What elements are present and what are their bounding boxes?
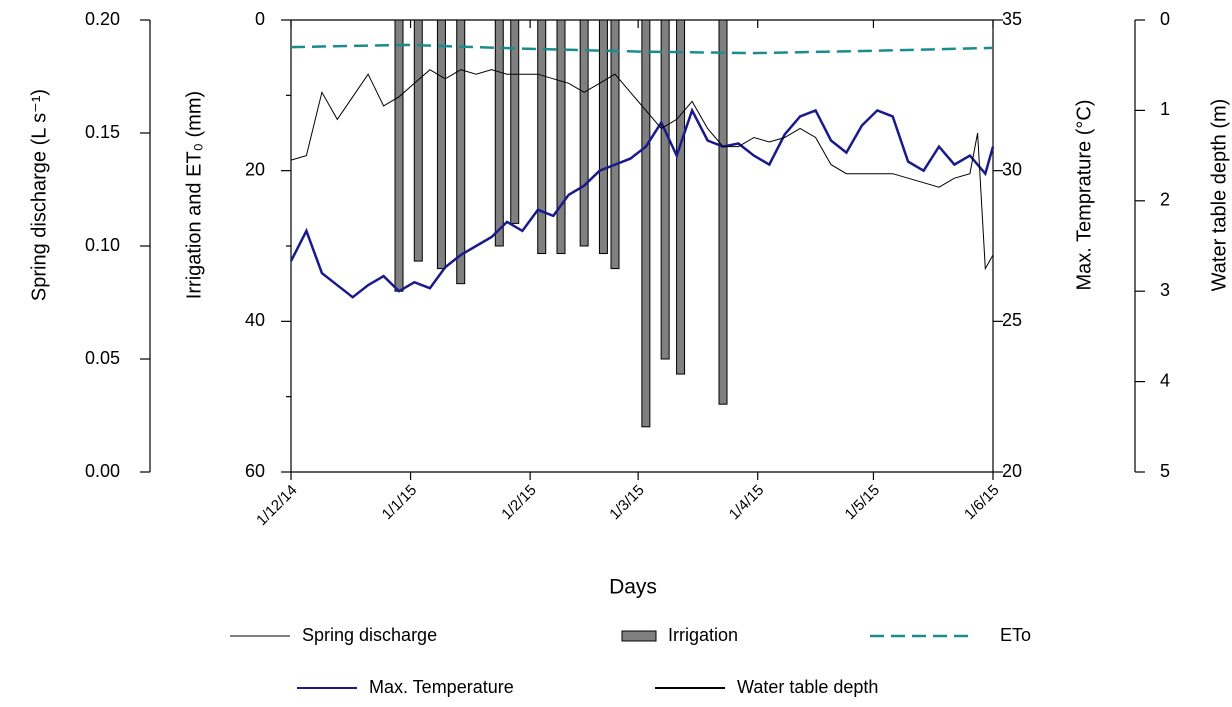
legend-label: Irrigation [668,625,738,645]
series-line [290,69,994,271]
irrigation-bar [579,19,589,247]
y-tick-label: 20 [1002,461,1022,481]
irrigation-bar [394,19,404,292]
x-axis-label: Days [609,576,657,599]
y-tick-label: 60 [245,461,265,481]
x-tick-label: 1/5/15 [842,482,884,524]
y-tick-label: 2 [1160,190,1170,210]
irrigation-bar [494,19,504,247]
irrigation-bar [413,19,423,262]
y-tick-label: 35 [1002,9,1022,29]
x-tick-label: 1/4/15 [726,482,768,524]
irrigation-bar [718,19,728,405]
x-tick-label: 1/3/15 [606,482,648,524]
irrigation-bar [641,19,651,428]
y-tick-label: 5 [1160,461,1170,481]
legend-swatch [621,630,657,642]
irrigation-bar [537,19,547,255]
legend-label: Spring discharge [302,625,437,645]
y-axis-label: Max. Temprature (°C) [1073,99,1095,290]
x-tick-label: 1/6/15 [961,482,1003,524]
y-axis-label: Water table depth (m) [1208,99,1230,292]
legend-label: Max. Temperature [369,677,514,697]
x-tick-label: 1/12/14 [253,482,300,529]
legend-label: Water table depth [737,677,878,697]
irrigation-bar [610,19,620,270]
y-tick-label: 25 [1002,310,1022,330]
y-tick-label: 3 [1160,280,1170,300]
y-tick-label: 0 [255,9,265,29]
y-tick-label: 0.10 [85,235,120,255]
irrigation-bar [660,19,670,360]
y-tick-label: 20 [245,159,265,179]
y-tick-label: 0.15 [85,122,120,142]
y-tick-label: 0 [1160,9,1170,29]
y-tick-label: 0.20 [85,9,120,29]
irrigation-bar [556,19,566,255]
series-line [290,43,994,55]
irrigation-bar [676,19,686,375]
irrigation-bar [510,19,520,224]
series-line [289,107,995,299]
y-tick-label: 0.05 [85,348,120,368]
irrigation-bar [598,19,608,255]
y-tick-label: 0.00 [85,461,120,481]
y-tick-label: 40 [245,310,265,330]
y-axis-label: Spring discharge (L s⁻¹) [28,89,50,301]
x-tick-label: 1/2/15 [498,482,540,524]
y-tick-label: 30 [1002,159,1022,179]
irrigation-bar [456,19,466,285]
irrigation-bar [436,19,446,270]
y-tick-label: 4 [1160,370,1170,390]
x-tick-label: 1/1/15 [379,482,421,524]
y-tick-label: 1 [1160,99,1170,119]
legend-label: ETo [1000,625,1031,645]
y-axis-label: Irrigation and ET₀ (mm) [183,91,205,299]
